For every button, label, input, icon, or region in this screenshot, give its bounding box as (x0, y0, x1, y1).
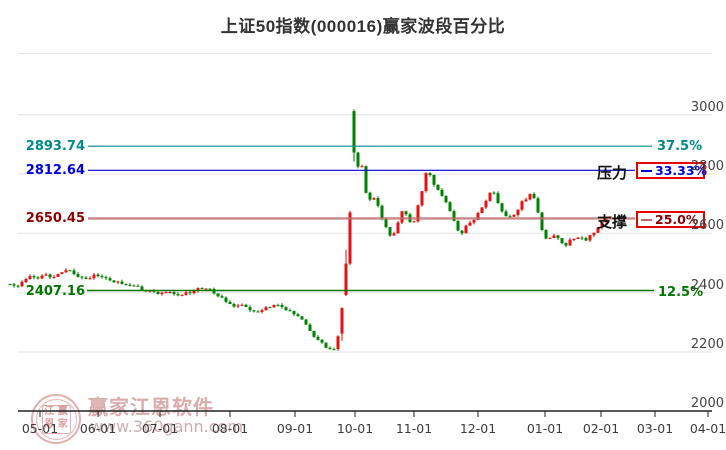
x-axis-label: 05-01 (21, 421, 59, 436)
level-pct-25-0: 25.0% (655, 212, 699, 227)
x-axis-label: 08-01 (211, 421, 249, 436)
level-price-2893: 2893.74 (25, 139, 85, 154)
x-axis-label: 07-01 (141, 421, 179, 436)
x-axis-label: 04-01 (689, 421, 726, 436)
seal-char: 家 (57, 419, 68, 430)
title-separator (18, 53, 712, 54)
level-pct-33-33: 33.33% (655, 163, 708, 178)
blue-line-dash (641, 169, 652, 172)
level-price-2812: 2812.64 (25, 163, 85, 178)
y-axis-label: 2400 (690, 277, 724, 293)
level-pct-12-5: 12.5% (658, 285, 704, 300)
y-axis-label: 3000 (690, 99, 724, 115)
x-axis-label: 11-01 (395, 421, 433, 436)
x-axis-label: 09-01 (276, 421, 314, 436)
support-label: 支撑 (597, 214, 628, 231)
watermark-brand-text: 赢家江恩软件 (88, 397, 214, 419)
support-pct-box: 25.0% (636, 211, 705, 228)
x-axis-label: 12-01 (459, 421, 497, 436)
y-axis-label: 2200 (690, 337, 724, 352)
y-axis-label: 2000 (690, 396, 724, 412)
watermark-url-text: www.360gann.com (90, 417, 243, 436)
x-axis-label: 01-01 (526, 421, 564, 436)
chart-title: 上证50指数(000016)赢家波段百分比 (220, 17, 506, 36)
red-line-dash (641, 218, 652, 221)
level-price-2650: 2650.45 (25, 211, 85, 226)
x-axis-label: 10-01 (336, 421, 374, 436)
x-axis-label: 03-01 (636, 421, 674, 436)
level-pct-37-5: 37.5% (657, 139, 703, 154)
seal-char: 恩 (44, 419, 55, 430)
y-axis-label: 2600 (690, 218, 724, 234)
x-axis-label: 06-01 (79, 421, 117, 436)
resistance-label: 压力 (597, 165, 628, 182)
x-axis-label: 02-01 (582, 421, 620, 436)
resistance-pct-box: 33.33% (636, 162, 708, 179)
y-axis-label: 2800 (690, 159, 724, 174)
level-price-2407: 2407.16 (25, 284, 85, 299)
